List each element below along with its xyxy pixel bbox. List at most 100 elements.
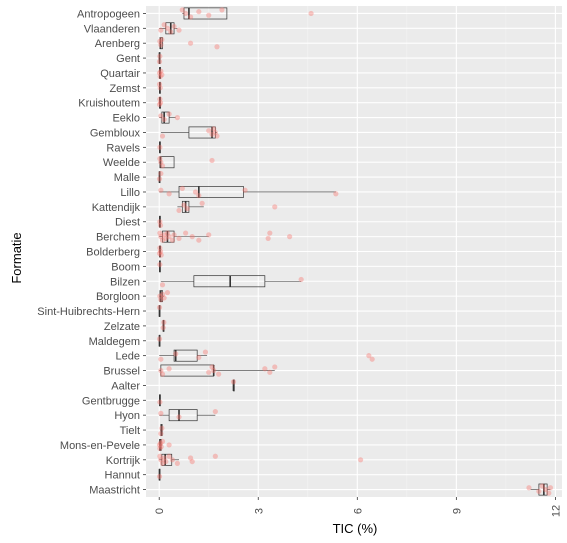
- data-point-maastricht: [526, 485, 532, 491]
- data-point-kortrijk: [187, 455, 194, 461]
- data-point-gembloux: [159, 133, 166, 139]
- box-iqr: [162, 230, 175, 243]
- x-tick-label: 3: [253, 508, 265, 514]
- data-point-arenberg: [187, 40, 194, 46]
- data-point-bolderberg: [158, 252, 164, 258]
- category-label-mons-en-pevele: Mons-en-Pevele: [60, 440, 140, 452]
- data-point-kruishoutem: [157, 96, 163, 102]
- category-label-lillo: Lillo: [120, 187, 140, 199]
- data-point-zemst: [157, 85, 163, 91]
- data-point-berchem: [171, 232, 177, 238]
- data-point-zemst: [156, 81, 163, 87]
- data-point-kortrijk: [158, 457, 164, 463]
- category-label-bilzen: Bilzen: [110, 276, 140, 288]
- data-point-lede: [196, 354, 202, 361]
- data-point-antropogeen: [179, 7, 185, 13]
- box-maastricht: [530, 483, 551, 496]
- data-point-antropogeen: [196, 9, 202, 15]
- box-gentbrugge: [159, 394, 161, 407]
- data-point-lede: [173, 351, 179, 357]
- data-point-aalter: [230, 379, 237, 385]
- data-point-borgloon: [158, 297, 164, 303]
- category-label-zemst: Zemst: [109, 83, 140, 95]
- data-point-berchem: [158, 234, 164, 240]
- data-point-berchem: [159, 237, 166, 243]
- x-axis-title: TIC (%): [333, 521, 378, 536]
- category-label-tielt: Tielt: [120, 425, 140, 437]
- data-point-bolderberg: [156, 250, 163, 256]
- data-point-weelde: [158, 159, 164, 165]
- box-arenberg: [159, 37, 164, 50]
- data-point-malle: [158, 170, 164, 177]
- data-point-lede: [366, 353, 372, 359]
- data-point-zelzate: [161, 319, 167, 325]
- data-point-brussel: [272, 364, 278, 370]
- data-point-boom: [157, 261, 163, 268]
- data-point-bilzen: [298, 276, 304, 283]
- box-tielt: [160, 424, 163, 436]
- box-iqr: [193, 275, 266, 288]
- data-point-eeklo: [161, 116, 167, 122]
- data-point-tielt: [159, 425, 165, 431]
- data-point-kattendijk: [176, 207, 182, 214]
- jitter-points: [156, 7, 554, 496]
- data-point-vlaanderen: [168, 29, 174, 35]
- data-point-gembloux: [211, 126, 217, 132]
- data-point-mons-en-pevele: [157, 440, 164, 446]
- value-axis-ticks: 0 3 6 9 12: [154, 497, 562, 517]
- data-point-kattendijk: [181, 202, 187, 208]
- data-point-vlaanderen: [161, 22, 167, 28]
- category-label-gent: Gent: [116, 53, 140, 65]
- category-label-gembloux: Gembloux: [90, 127, 141, 139]
- data-point-lede: [158, 356, 164, 362]
- data-point-brussel: [209, 364, 215, 370]
- box-hannut: [158, 468, 161, 481]
- data-point-kortrijk: [161, 455, 167, 461]
- box-zemst: [159, 81, 161, 94]
- category-label-diest: Diest: [115, 217, 140, 229]
- data-point-lillo: [192, 189, 199, 195]
- box-iqr: [161, 111, 170, 124]
- data-point-vlaanderen: [176, 27, 182, 33]
- data-point-weelde: [159, 163, 166, 169]
- data-point-hyon: [176, 414, 182, 420]
- data-point-maldegem: [156, 336, 163, 342]
- data-point-eeklo: [158, 113, 164, 119]
- category-label-antropogeen: Antropogeen: [77, 8, 140, 20]
- box-bolderberg: [159, 245, 162, 258]
- data-point-berchem: [267, 230, 273, 236]
- data-point-berchem: [157, 230, 163, 236]
- data-point-quartair: [157, 73, 163, 80]
- box-sint-huibrechts-hern: [158, 305, 161, 317]
- data-point-bilzen: [159, 282, 166, 288]
- data-point-quartair: [159, 72, 165, 78]
- category-label-quartair: Quartair: [100, 68, 140, 80]
- data-point-kruishoutem: [156, 101, 163, 108]
- data-point-arenberg: [159, 37, 165, 43]
- data-point-antropogeen: [187, 14, 194, 20]
- box-iqr: [165, 22, 175, 35]
- box-zelzate: [162, 319, 165, 332]
- box-weelde: [159, 156, 175, 169]
- data-point-berchem: [265, 235, 271, 242]
- category-label-malle: Malle: [114, 172, 140, 184]
- category-label-gentbrugge: Gentbrugge: [82, 395, 140, 407]
- data-point-borgloon: [159, 291, 166, 297]
- category-label-berchem: Berchem: [96, 232, 140, 244]
- category-label-kortrijk: Kortrijk: [106, 455, 141, 467]
- data-point-hyon: [212, 408, 218, 415]
- data-point-mons-en-pevele: [159, 438, 166, 444]
- data-point-lillo: [196, 192, 202, 199]
- category-label-kruishoutem: Kruishoutem: [78, 98, 140, 110]
- data-point-maastricht: [547, 485, 554, 491]
- box-malle: [158, 171, 161, 184]
- data-point-kruishoutem: [157, 100, 164, 106]
- data-point-weelde: [209, 157, 215, 164]
- box-lede: [159, 349, 208, 362]
- box-kruishoutem: [159, 96, 161, 109]
- data-point-berchem: [196, 237, 202, 243]
- box-gembloux: [160, 126, 217, 139]
- box-iqr: [178, 186, 244, 198]
- data-point-diest: [157, 219, 163, 225]
- boxplot-series: [158, 7, 551, 496]
